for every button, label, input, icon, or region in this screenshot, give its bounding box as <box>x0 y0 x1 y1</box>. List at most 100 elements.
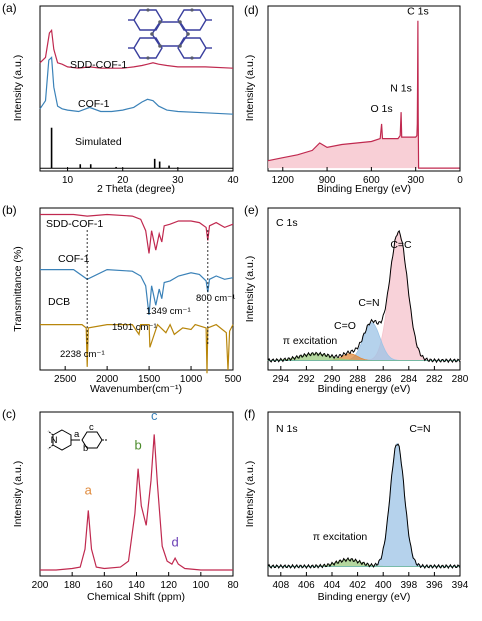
panel-label-d: (d) <box>244 3 259 17</box>
x-tick-label-f-7: 394 <box>452 580 469 591</box>
peak-label-f-1: π excitation <box>313 531 368 543</box>
peak-label-d-0: C 1s <box>407 6 429 18</box>
panel-f: (f) N 1s C=N π excitation 408 406 404 402 400 3… <box>244 407 469 603</box>
x-tick-label-e-0: 294 <box>272 374 289 385</box>
annotation-1501: 1501 cm⁻¹ <box>112 322 157 333</box>
triazine-structure-inset: N a b c <box>47 422 108 454</box>
x-tick-label-c-0: 200 <box>32 580 49 591</box>
series-line-a-0 <box>39 28 234 69</box>
x-tick-label-b-2: 1500 <box>138 374 161 385</box>
plot-area-e: C=C C=NC=O π excitation 294 292 290 288 286 284 2… <box>267 229 469 385</box>
x-tick-label-b-4: 500 <box>225 374 242 385</box>
fit-envelope-e <box>267 229 461 364</box>
plot-frame-e <box>267 207 461 371</box>
plot-frame-f <box>267 411 461 577</box>
panel-b: (b) SDD-COF-1 COF-1 DCB 2500 2000 1500 1000 500… <box>2 203 242 395</box>
x-tick-label-f-4: 400 <box>375 580 392 591</box>
series-line-b-0 <box>40 213 234 254</box>
x-tick-label-c-5: 100 <box>192 580 209 591</box>
panel-d: (d) C 1s N 1s O 1s 1200 900 600 300 0 Binding E… <box>244 3 463 195</box>
plot-area-a: SDD-COF-1 COF-1 Simulated 10 20 30 40 <box>39 28 239 186</box>
x-tick-label-b-0: 2500 <box>54 374 77 385</box>
plot-frame-a <box>39 5 234 172</box>
series-label-a-2: Simulated <box>75 136 122 148</box>
plot-area-d: C 1s N 1s O 1s 1200 900 600 300 0 <box>267 6 463 186</box>
series-label-a-1: COF-1 <box>78 98 110 110</box>
x-tick-label-c-1: 180 <box>64 580 81 591</box>
x-axis-title-b: Wavenumber(cm⁻¹) <box>90 383 182 395</box>
inset-c-label: c <box>89 422 94 433</box>
x-axis-title-e: Binding energy (eV) <box>318 383 411 395</box>
series-line-b-1 <box>40 268 234 315</box>
x-tick-label-f-5: 398 <box>400 580 417 591</box>
cof-structure-inset <box>128 8 212 60</box>
x-tick-label-e-6: 282 <box>426 374 443 385</box>
x-axis-title-f: Binding energy (eV) <box>318 591 411 603</box>
peak-label-c-a: a <box>85 482 93 497</box>
inset-b-label: b <box>83 443 88 454</box>
x-tick-label-f-1: 406 <box>298 580 315 591</box>
x-tick-label-e-7: 280 <box>452 374 469 385</box>
peak-label-e-2: C=O <box>334 320 356 332</box>
x-tick-label-a-2: 30 <box>172 175 184 186</box>
annotation-1349: 1349 cm⁻¹ <box>146 306 191 317</box>
subtitle-e: C 1s <box>276 217 298 229</box>
inset-a-label: a <box>74 429 80 440</box>
x-tick-label-c-2: 160 <box>96 580 113 591</box>
plot-area-f: C=N π excitation 408 406 404 402 400 398 396 394 <box>267 423 469 591</box>
series-line-d-0 <box>267 20 460 169</box>
x-tick-label-e-1: 292 <box>298 374 315 385</box>
y-axis-title-f: Intensity (a.u.) <box>244 461 256 528</box>
x-tick-label-e-5: 284 <box>400 374 417 385</box>
survey-area-fill <box>268 20 460 169</box>
x-tick-label-c-4: 120 <box>160 580 177 591</box>
x-tick-label-a-1: 20 <box>117 175 129 186</box>
x-tick-label-f-0: 408 <box>272 580 289 591</box>
annotation-800: 800 cm⁻¹ <box>196 293 235 304</box>
series-label-a-0: SDD-COF-1 <box>70 59 127 71</box>
plot-frame-b <box>39 207 234 371</box>
x-tick-label-e-4: 286 <box>375 374 392 385</box>
y-axis-title-e: Intensity (a.u.) <box>244 256 256 323</box>
panel-label-b: (b) <box>2 203 17 217</box>
x-tick-label-c-3: 140 <box>128 580 145 591</box>
peak-label-f-0: C=N <box>409 423 430 435</box>
peak-label-d-2: O 1s <box>370 103 392 115</box>
panel-e: (e) C 1s C=C C=NC=O π excitation 294 292 290 2… <box>244 203 469 395</box>
x-tick-label-a-3: 40 <box>227 175 239 186</box>
panel-a: (a) SDD-COF-1 COF-1 Simulated 10 20 30 40 2 Th… <box>2 1 239 195</box>
x-axis-title-c: Chemical Shift (ppm) <box>87 591 185 603</box>
annotation-2238: 2238 cm⁻¹ <box>60 349 105 360</box>
fit-envelope-f <box>267 443 461 570</box>
x-tick-label-b-3: 1000 <box>180 374 203 385</box>
x-tick-label-b-1: 2000 <box>96 374 119 385</box>
panel-label-e: (e) <box>244 203 259 217</box>
plot-frame-d <box>267 5 461 172</box>
x-tick-label-e-3: 288 <box>349 374 366 385</box>
subtitle-f: N 1s <box>276 423 298 435</box>
panel-label-a: (a) <box>2 1 17 15</box>
y-axis-title-c: Intensity (a.u.) <box>12 461 24 528</box>
plot-area-b: SDD-COF-1 COF-1 DCB 2500 2000 1500 1000 500 <box>40 213 242 385</box>
series-line-c-0 <box>40 434 233 571</box>
x-tick-label-e-2: 290 <box>324 374 341 385</box>
x-tick-label-c-6: 80 <box>227 580 239 591</box>
x-axis-title-d: Binding Energy (eV) <box>317 183 411 195</box>
series-line-b-2 <box>40 323 234 374</box>
peak-label-e-1: C=N <box>358 297 379 309</box>
x-tick-label-f-2: 404 <box>324 580 341 591</box>
x-tick-label-f-3: 402 <box>349 580 366 591</box>
peak-label-d-1: N 1s <box>390 82 412 94</box>
peak-label-e-0: C=C <box>390 239 412 251</box>
component-f-0 <box>268 442 460 567</box>
x-tick-label-d-2: 600 <box>363 175 380 186</box>
peak-label-c-b: b <box>134 438 141 453</box>
x-tick-label-d-1: 900 <box>319 175 336 186</box>
panel-label-f: (f) <box>244 407 255 421</box>
series-line-a-1 <box>39 56 234 115</box>
peak-label-c-c: c <box>151 408 158 423</box>
x-axis-title-a: 2 Theta (degree) <box>97 183 175 195</box>
